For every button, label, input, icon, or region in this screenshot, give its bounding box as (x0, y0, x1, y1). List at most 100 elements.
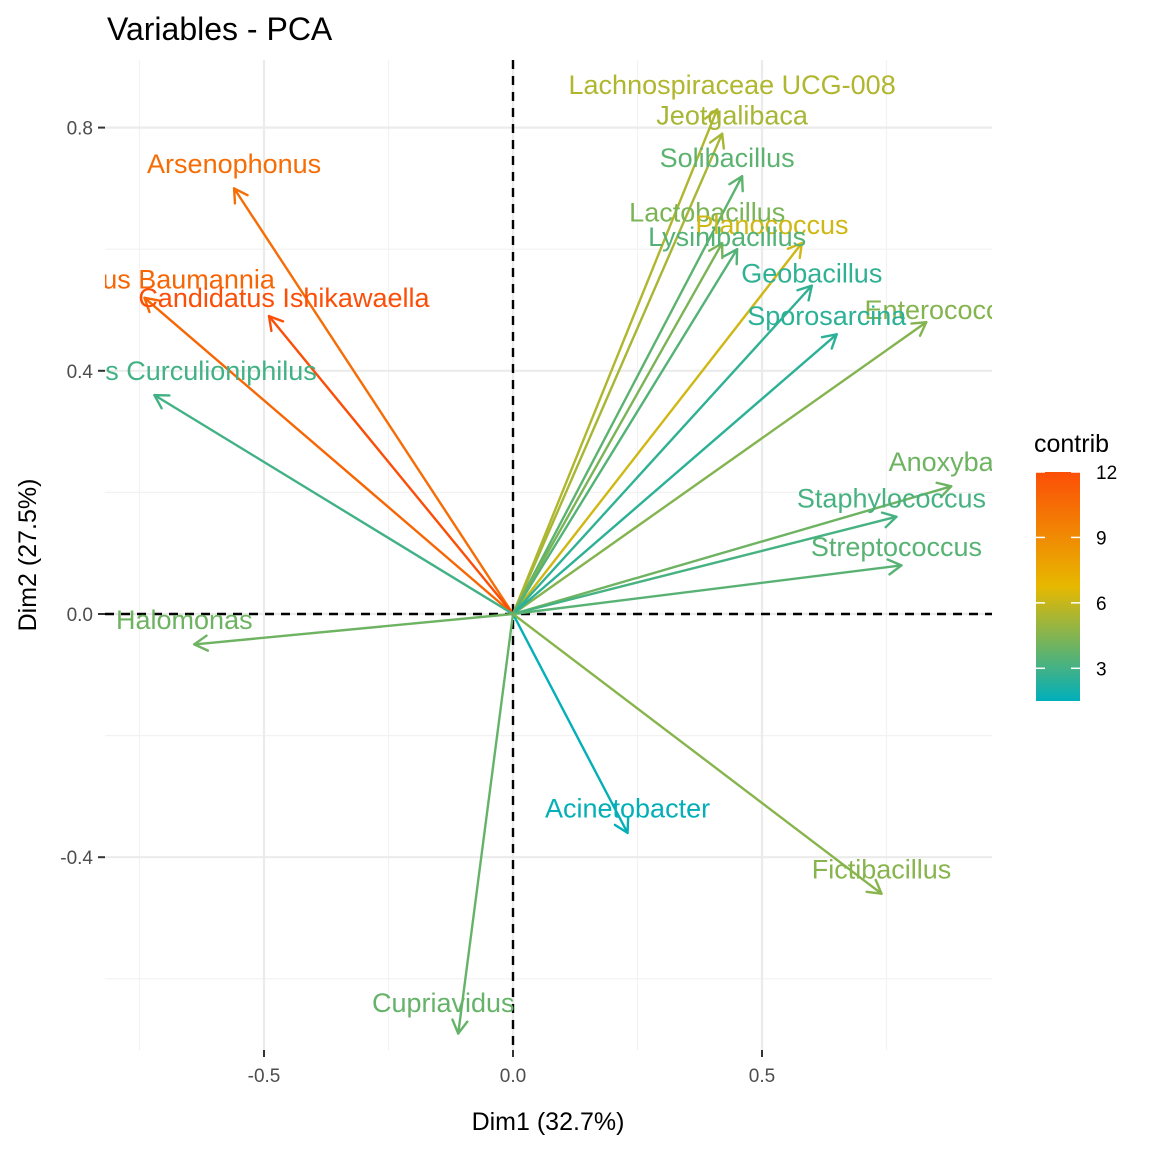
arrow-head (796, 284, 813, 302)
label-candidatus-ishikawaella: Candidatus Ishikawaella (138, 283, 430, 313)
label-staphylococcus: Staphylococcus (797, 483, 986, 513)
y-tick-label: 0.4 (67, 362, 94, 383)
arrow-staphylococcus (511, 511, 898, 616)
label-cupriavidus: Cupriavidus (372, 988, 515, 1018)
arrow-head (910, 320, 928, 337)
label-streptococcus: Streptococcus (811, 532, 982, 562)
label-halomonas: Halomonas (116, 605, 253, 635)
arrow-acinetobacter (511, 612, 630, 835)
arrow-head (267, 314, 285, 333)
label-lysinibacillus: Lysinibacillus (648, 222, 806, 252)
y-tick-label: 0.8 (67, 119, 93, 140)
label-sporosarcina: Sporosarcina (747, 301, 907, 331)
arrow-shaft (511, 612, 629, 835)
arrow-shaft (511, 132, 724, 616)
label-arsenophonus: Arsenophonus (147, 149, 321, 179)
x-tick-label: 0.5 (749, 1066, 775, 1087)
arrow-head (786, 241, 804, 260)
arrow-solibacillus (511, 175, 744, 616)
label-lactobacillus: Lactobacillus (629, 198, 785, 228)
label-candidatus-curculioniphilus: Candidatus Curculioniphilus (0, 356, 317, 386)
label-geobacillus: Geobacillus (741, 259, 882, 289)
arrow-anoxybacillus (511, 481, 953, 616)
legend-colorbar (1036, 472, 1080, 701)
arrow-shaft (511, 612, 883, 895)
arrow-shaft (511, 564, 903, 616)
arrow-candidatus-curculioniphilus (153, 393, 515, 616)
label-candidatus-baumannia: Candidatus Baumannia (0, 265, 276, 295)
arrow-halomonas (193, 612, 515, 652)
arrow-shaft (511, 515, 898, 616)
reference-lines (105, 60, 992, 1050)
y-axis-title: Dim2 (27.5%) (14, 479, 42, 632)
arrow-head (708, 132, 726, 150)
x-tick-label: 0.0 (500, 1066, 526, 1087)
x-axis-title: Dim1 (32.7%) (472, 1108, 625, 1136)
arrow-shaft (511, 241, 804, 616)
arrow-shaft (143, 296, 515, 616)
legend-ticks: 3 6 9 12 (1036, 463, 1117, 680)
arrow-head (708, 241, 724, 260)
arrow-shaft (457, 612, 515, 1035)
legend-tick-label: 3 (1096, 659, 1107, 680)
arrow-shaft (267, 314, 515, 616)
arrow-shaft (193, 612, 515, 646)
chart-title: Variables - PCA (107, 11, 333, 47)
label-enterococcus: Enterococcus (864, 295, 1028, 325)
arrow-head (451, 1018, 469, 1035)
arrow-shaft (511, 333, 838, 616)
label-lachnospiraceae-ucg-008: Lachnospiraceae UCG-008 (569, 70, 896, 100)
arrow-lactobacillus (511, 241, 724, 616)
label-acinetobacter: Acinetobacter (545, 794, 710, 824)
legend: contrib 3 6 9 12 (1034, 430, 1117, 701)
variable-arrows (143, 108, 953, 1035)
legend-tick-label: 6 (1096, 594, 1107, 615)
label-jeotgalibaca: Jeotgalibaca (656, 100, 809, 130)
arrow-head (143, 296, 161, 314)
label-solibacillus: Solibacillus (660, 143, 795, 173)
arrow-head (880, 511, 898, 529)
legend-title: contrib (1034, 430, 1109, 458)
arrow-enterococcus (511, 320, 928, 616)
arrow-shaft (511, 284, 813, 616)
arrow-head (722, 247, 739, 266)
arrow-head (704, 108, 721, 126)
arrow-head (193, 634, 210, 652)
arrow-fictibacillus (511, 612, 883, 895)
arrow-head (865, 878, 883, 895)
arrow-cupriavidus (451, 612, 515, 1035)
arrow-streptococcus (511, 558, 903, 616)
label-planococcus: Planococcus (695, 210, 848, 240)
arrow-lachnospiraceae-ucg-008 (511, 108, 721, 616)
legend-tick-label: 12 (1096, 463, 1117, 484)
arrow-arsenophonus (232, 187, 515, 616)
arrow-shaft (511, 175, 744, 616)
arrow-candidatus-baumannia (143, 296, 515, 616)
arrow-head (886, 558, 903, 576)
label-fictibacillus: Fictibacillus (812, 854, 952, 884)
arrow-geobacillus (511, 284, 813, 616)
arrow-shaft (511, 108, 719, 616)
arrow-sporosarcina (511, 333, 838, 616)
arrow-head (153, 393, 171, 410)
arrow-shaft (153, 393, 515, 616)
arrow-head (728, 175, 744, 193)
y-tick-label: 0.0 (67, 605, 93, 626)
arrow-shaft (511, 247, 739, 616)
y-axis-ticks: -0.4 0.0 0.4 0.8 (60, 119, 105, 869)
arrow-head (935, 481, 953, 499)
x-axis-ticks: -0.5 0.0 0.5 (248, 1050, 775, 1087)
arrow-planococcus (511, 241, 804, 616)
x-tick-label: -0.5 (248, 1066, 281, 1087)
arrow-head (613, 816, 630, 835)
arrow-head (820, 333, 838, 350)
arrow-shaft (232, 187, 515, 616)
arrow-jeotgalibaca (511, 132, 726, 616)
arrow-shaft (511, 241, 724, 616)
arrow-head (232, 187, 249, 205)
arrow-shaft (511, 320, 928, 616)
y-tick-label: -0.4 (60, 848, 93, 869)
arrow-shaft (511, 485, 953, 616)
